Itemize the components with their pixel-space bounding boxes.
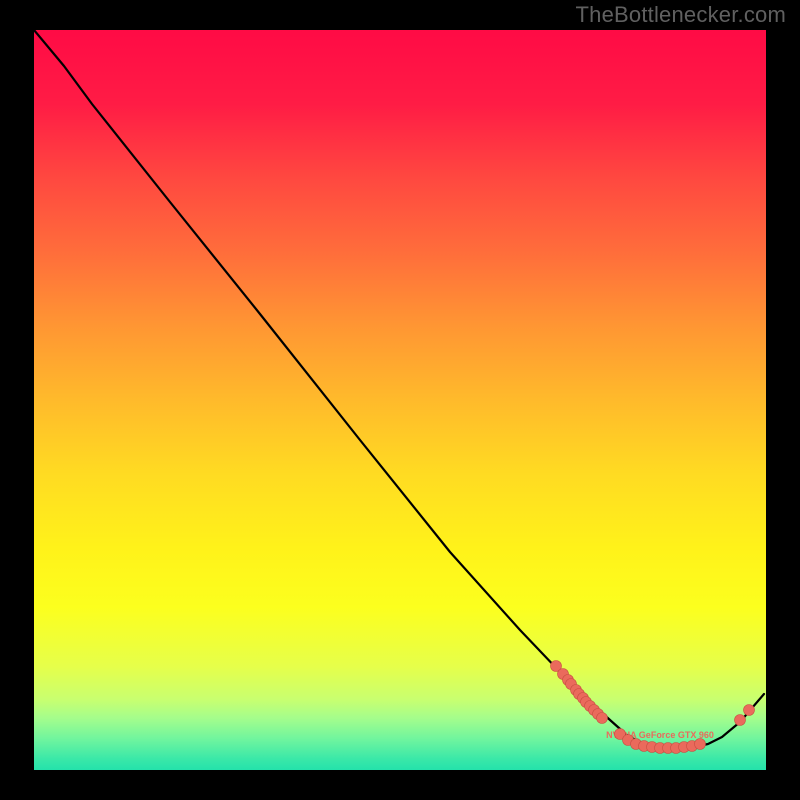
attribution-text: TheBottlenecker.com [576,2,786,28]
bottleneck-chart: NVIDIA GeForce GTX 960 [0,0,800,800]
curve-marker [735,715,746,726]
curve-marker [597,713,608,724]
curve-marker [695,739,706,750]
plot-background-gradient [34,30,766,770]
curve-marker [744,705,755,716]
